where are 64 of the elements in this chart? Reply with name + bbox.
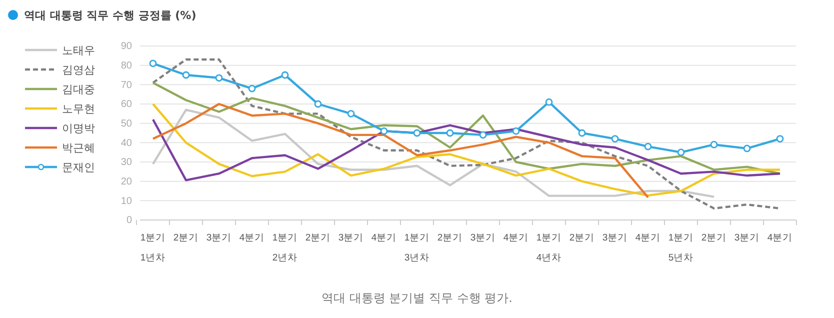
- point: [380, 127, 388, 135]
- chart-title: 역대 대통령 직무 수행 긍정률 (%): [24, 9, 196, 22]
- text: 역대 대통령 분기별 직무 수행 평가.: [322, 291, 512, 305]
- x-tick-label: 3분기: [734, 232, 760, 244]
- point: [677, 148, 685, 156]
- legend-label: 노태우: [62, 44, 95, 57]
- y-tick-label: 70: [120, 80, 132, 91]
- x-tick-label: 2분기: [701, 232, 727, 244]
- legend-label: 김대중: [62, 83, 95, 96]
- point: [215, 74, 223, 82]
- point: [710, 140, 718, 148]
- x-tick-label: 4분기: [371, 232, 397, 244]
- point: [578, 129, 586, 137]
- point: [347, 110, 355, 118]
- point: [545, 98, 553, 106]
- point: [611, 135, 619, 142]
- y-tick-label: 40: [120, 138, 132, 149]
- point: [413, 129, 421, 137]
- line-series: [152, 102, 650, 198]
- x-tick-label: 2분기: [305, 232, 331, 244]
- y-tick-label: 0: [126, 215, 132, 226]
- legend-label: 박근혜: [62, 142, 95, 154]
- point: [512, 127, 520, 135]
- point: [248, 84, 256, 92]
- x-tick-label: 3분기: [338, 232, 364, 244]
- y-tick-label: 50: [120, 118, 132, 130]
- x-tick-label: 3분기: [602, 232, 628, 244]
- y-tick-label: 30: [120, 157, 132, 168]
- point: [446, 129, 454, 137]
- x-tick-label: 3분기: [470, 232, 496, 244]
- y-tick-label: 60: [120, 99, 132, 110]
- legend-label: 김영삼: [62, 64, 95, 76]
- line-series: [152, 82, 782, 175]
- legend-label: 문재인: [62, 161, 95, 174]
- line-series: [152, 108, 716, 198]
- x-tick-label: 2분기: [173, 232, 199, 244]
- point: [644, 142, 652, 150]
- x-tick-label: 2분기: [437, 232, 463, 244]
- point: [182, 71, 190, 79]
- y-tick-label: 10: [120, 196, 132, 207]
- line-series: [152, 118, 782, 182]
- point: [314, 100, 322, 108]
- x-tick-label: 1분기 4년차: [536, 232, 562, 264]
- legend-label: 노무현: [62, 102, 95, 116]
- x-tick-label: 4분기: [635, 232, 661, 244]
- y-tick-label: 90: [120, 41, 132, 52]
- y-tick-label: 20: [120, 176, 132, 188]
- point: [281, 71, 289, 79]
- x-tick-label: 1분기 3년차: [404, 232, 430, 264]
- x-tick-label: 2분기: [569, 232, 595, 244]
- x-tick-label: 4분기: [767, 232, 793, 244]
- x-tick-label: 4분기: [239, 232, 265, 244]
- y-tick-label: 80: [120, 60, 132, 72]
- x-tick-label: 4분기: [503, 232, 529, 244]
- point: [776, 135, 784, 142]
- point: [479, 131, 487, 139]
- x-tick-label: 1분기 2년차: [272, 232, 298, 264]
- x-tick-label: 3분기: [206, 232, 232, 244]
- x-tick-label: 1분기 1년차: [140, 232, 166, 264]
- x-tick-label: 1분기 5년차: [668, 232, 694, 264]
- point: [743, 144, 751, 152]
- legend-label: 이명박: [62, 122, 95, 135]
- line-series: [152, 102, 782, 197]
- point: [149, 60, 157, 68]
